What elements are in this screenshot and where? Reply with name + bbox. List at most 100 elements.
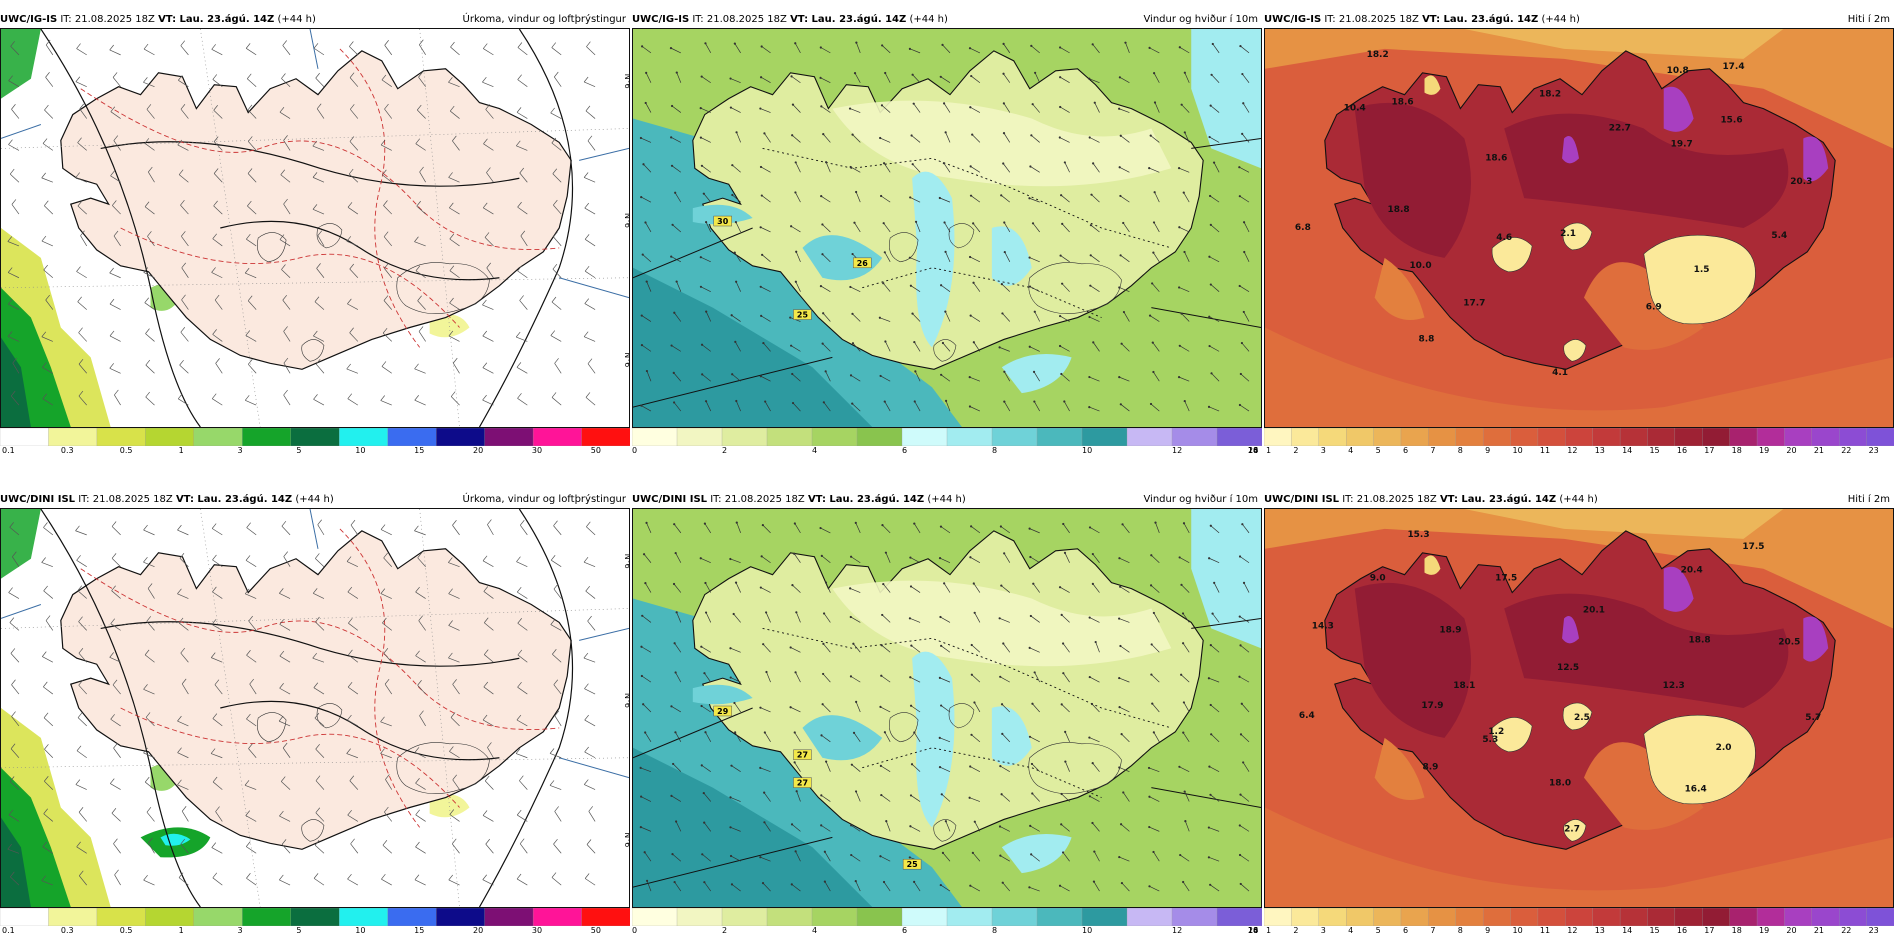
colorbar-tick-label: 20 (1248, 926, 1259, 935)
temperature-value-label: 8.9 (1423, 763, 1439, 773)
colorbar-swatch (436, 908, 486, 926)
colorbar-swatch (1510, 428, 1539, 446)
panel-title: Vindur og hviður í 10m (1143, 494, 1258, 505)
colorbar-swatch (1291, 908, 1320, 926)
panel-title: Hiti í 2m (1847, 14, 1890, 25)
colorbar-swatch (1674, 428, 1703, 446)
colorbar-tick-label: 6 (1402, 926, 1409, 935)
colorbar-tick-label: 0.5 (119, 446, 133, 455)
colorbar-tick-label: 16 (1676, 446, 1688, 455)
colorbar-swatch (96, 908, 147, 926)
valid-time: VT: Lau. 23.ágú. 14Z (158, 14, 275, 25)
colorbar-tick-label: 11 (1539, 926, 1551, 935)
init-time: IT: 21.08.2025 18Z (1342, 494, 1437, 505)
colorbar-swatch (532, 428, 583, 446)
colorbar-tick-label: 4 (812, 446, 818, 455)
temperature-value-label: 17.9 (1421, 701, 1443, 711)
temperature-value-label: 20.4 (1681, 566, 1703, 576)
colorbar-tick-label: 50 (590, 446, 601, 455)
colorbar-swatch (1291, 428, 1320, 446)
colorbar-swatch (1756, 908, 1786, 926)
colorbar-swatch (242, 908, 292, 926)
colorbar-swatch (242, 428, 292, 446)
temperature-value-label: 18.1 (1453, 681, 1475, 691)
temperature-value-label: 4.1 (1552, 368, 1568, 378)
init-time: IT: 21.08.2025 18Z (78, 494, 173, 505)
temperature-value-label: 10.8 (1667, 66, 1689, 76)
valid-time: VT: Lau. 23.ágú. 14Z (175, 494, 293, 505)
colorbar-swatch (1400, 428, 1429, 446)
temperature-value-label: 14.3 (1312, 621, 1334, 631)
latitude-label: N°6 (623, 832, 629, 847)
colorbar-swatch (1346, 428, 1375, 446)
colorbar-swatch (1729, 428, 1758, 446)
colorbar-tick-label: 21 (1813, 446, 1824, 455)
colorbar-tick-label: 22 (1841, 926, 1852, 935)
colorbar-swatch (721, 428, 768, 446)
colorbar-tick-label: 9 (1485, 446, 1491, 455)
colorbar-swatch (0, 428, 50, 446)
colorbar-tick-label: 16 (1248, 446, 1259, 455)
map-panel-wind: UWC/IG-IS IT: 21.08.2025 18Z VT: Lau. 23… (632, 12, 1262, 472)
init-time: IT: 21.08.2025 18Z (60, 14, 155, 25)
temperature-value-label: 18.8 (1689, 635, 1711, 645)
temperature-value-label: 18.0 (1549, 779, 1571, 789)
temperature-value-label: 20.3 (1790, 177, 1812, 187)
colorbar-tick-label: 30 (531, 926, 543, 935)
valid-time: VT: Lau. 23.ágú. 14Z (790, 14, 907, 25)
colorbar-swatch (1171, 908, 1218, 926)
colorbar-tick-label: 15 (414, 446, 425, 455)
colorbar-tick-label: 14 (1248, 446, 1259, 455)
colorbar-swatch (856, 428, 903, 446)
colorbar-tick-label: 18 (1248, 446, 1259, 455)
panel-title: Hiti í 2m (1847, 494, 1890, 505)
colorbar-tick-label: 13 (1594, 926, 1605, 935)
colorbar-swatch (632, 428, 678, 446)
colorbar-tick-label: 11 (1539, 446, 1551, 455)
temperature-value-label: 18.6 (1485, 153, 1507, 163)
lead-time: (+44 h) (1559, 494, 1598, 505)
colorbar-tick-label: 50 (590, 926, 601, 935)
colorbar-swatch (901, 908, 948, 926)
colorbar-swatch (1784, 908, 1813, 926)
colorbar-swatch (676, 428, 723, 446)
colorbar-swatch (1036, 428, 1083, 446)
temperature-value-label: 5.7 (1805, 713, 1821, 723)
colorbar-swatch (1081, 428, 1128, 446)
colorbar-tick-label: 23 (1868, 926, 1879, 935)
temperature-value-label: 16.4 (1685, 785, 1707, 795)
map-area: N°6 N°6 N°6 (0, 28, 630, 428)
colorbar-swatch (1647, 428, 1676, 446)
colorbar-swatch (1126, 908, 1173, 926)
map-panel-wind: UWC/DINI ISL IT: 21.08.2025 18Z VT: Lau.… (632, 492, 1262, 952)
colorbar-swatch (1565, 428, 1594, 446)
gust-value-label: 26 (857, 259, 869, 268)
colorbar-swatch (1619, 428, 1649, 446)
colorbar-tick-label: 10 (1082, 446, 1093, 455)
colorbar-swatch (1171, 428, 1218, 446)
colorbar-swatch (1592, 428, 1621, 446)
temperature-value-label: 6.8 (1295, 223, 1311, 233)
temperature-value-label: 2.7 (1564, 824, 1580, 834)
temperature-value-label: 5.4 (1771, 231, 1787, 241)
map-area: 29 27 27 25 (632, 508, 1262, 908)
colorbar-swatch (193, 428, 243, 446)
temperature-value-label: 15.6 (1720, 116, 1742, 126)
init-time: IT: 21.08.2025 18Z (1324, 14, 1419, 25)
colorbar-swatch (1373, 908, 1402, 926)
model-name: UWC/DINI ISL (1264, 494, 1340, 505)
map-panel-temp: UWC/IG-IS IT: 21.08.2025 18Z VT: Lau. 23… (1264, 12, 1894, 472)
colorbar-tick-label: 10 (1082, 926, 1093, 935)
colorbar-tick-label: 15 (1649, 926, 1660, 935)
colorbar-swatch (387, 908, 437, 926)
temperature-value-label: 10.0 (1409, 261, 1431, 271)
colorbar-swatch (1216, 428, 1262, 446)
temperature-value-label: 20.1 (1583, 605, 1605, 615)
colorbar-swatch (48, 428, 98, 446)
model-name: UWC/IG-IS (1264, 14, 1322, 25)
temperature-value-label: 18.9 (1439, 625, 1461, 635)
colorbar-tick-label: 2 (722, 446, 728, 455)
map-area: N°6 N°6 N°6 (0, 508, 630, 908)
colorbar-swatch (1216, 908, 1262, 926)
colorbar-swatch (1428, 908, 1457, 926)
